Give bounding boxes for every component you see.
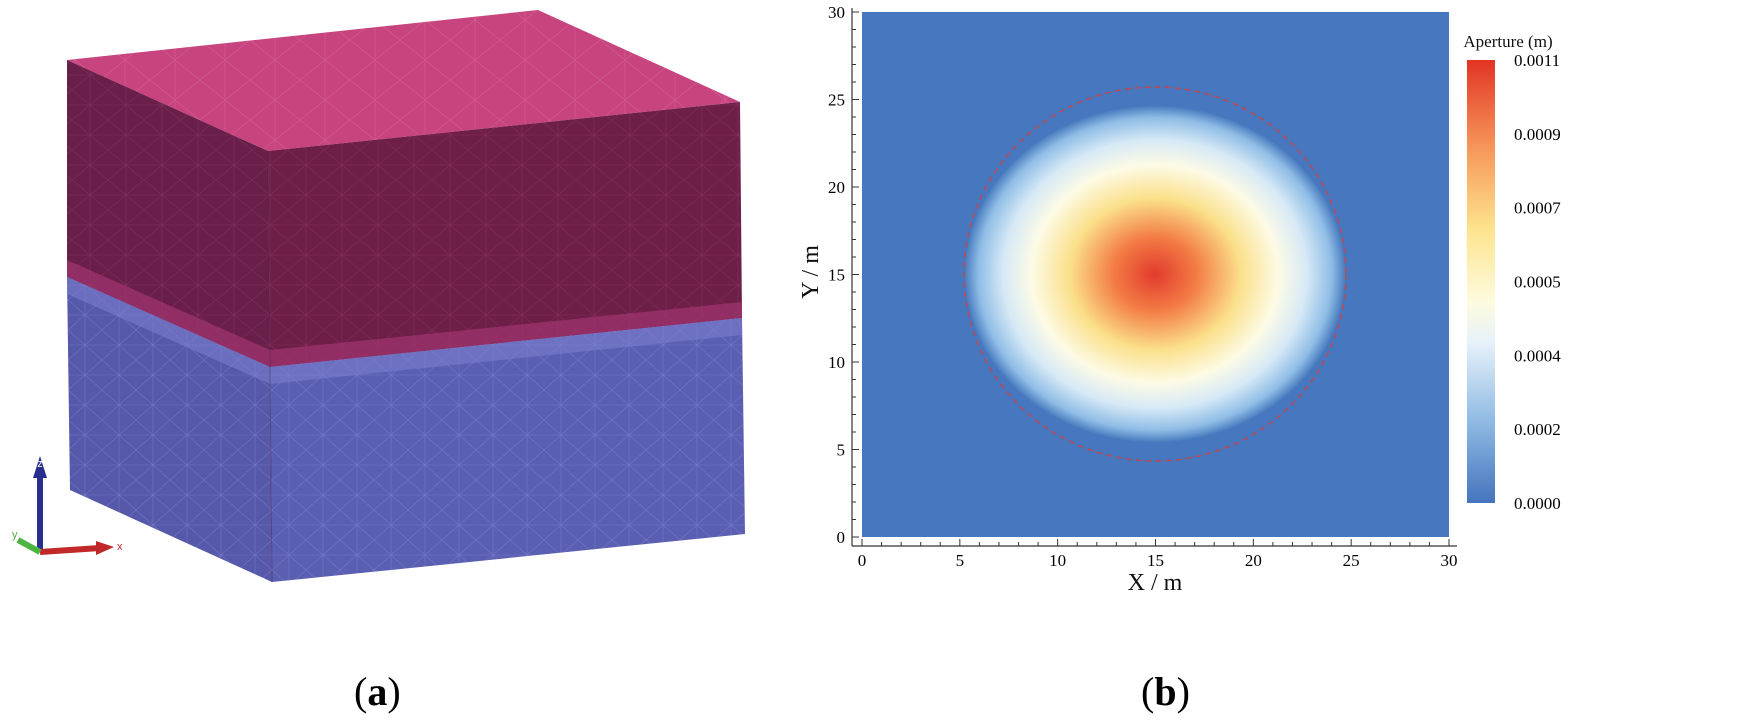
x-tick-label: 15: [1147, 551, 1164, 570]
x-tick-label: 0: [858, 551, 867, 570]
panel-a-mesh-block: z x y: [12, 10, 745, 583]
y-tick-label: 20: [828, 178, 845, 197]
y-axis-title: Y / m: [798, 245, 824, 299]
z-axis-label: z: [37, 458, 43, 470]
y-ticks: 0 5 10 15 20 25 30: [828, 3, 859, 547]
x-tick-label: 10: [1049, 551, 1066, 570]
x-tick-label: 5: [956, 551, 965, 570]
colorbar-ticks: 0.0000 0.0002 0.0004 0.0005 0.0007 0.0009 0.00…: [1514, 51, 1561, 513]
x-tick-label: 25: [1343, 551, 1360, 570]
interface-band-lower: [67, 277, 742, 384]
x-axis-label: x: [117, 541, 123, 553]
colorbar: [1467, 60, 1495, 503]
colorbar-tick-label: 0.0011: [1514, 51, 1560, 70]
y-tick-label: 25: [828, 91, 845, 110]
axis-triad: z x y: [12, 456, 123, 555]
colorbar-tick-label: 0.0004: [1514, 346, 1561, 365]
z-axis-arrowhead: [33, 456, 47, 478]
colorbar-tick-label: 0.0002: [1514, 420, 1561, 439]
panel-b-letter: b: [1154, 669, 1177, 714]
aperture-field: [965, 106, 1345, 442]
interface-band-upper: [67, 260, 742, 367]
fracture-boundary-circle: [963, 86, 1347, 462]
colorbar-tick-label: 0.0000: [1514, 494, 1561, 513]
block-edge-vertical: [267, 150, 273, 583]
x-axis-title: X / m: [1128, 570, 1183, 596]
colorbar-tick-label: 0.0005: [1514, 273, 1561, 292]
y-axis-arrow: [16, 537, 42, 555]
panel-a-letter: a: [367, 669, 388, 714]
panel-a-label: (a): [354, 669, 401, 714]
y-tick-label: 10: [828, 353, 845, 372]
y-tick-label: 0: [837, 528, 846, 547]
y-axis-label: y: [12, 529, 18, 541]
x-ticks: 0 5 10 15 20 25 30: [858, 539, 1458, 570]
x-tick-label: 30: [1441, 551, 1458, 570]
panel-b-label: (b): [1141, 669, 1190, 714]
y-tick-label: 15: [828, 266, 845, 285]
colorbar-tick-label: 0.0009: [1514, 125, 1561, 144]
x-tick-label: 20: [1245, 551, 1262, 570]
colorbar-title: Aperture (m): [1463, 32, 1552, 51]
block-top-mesh: [67, 10, 740, 151]
block-front-upper-mesh: [268, 102, 742, 367]
y-tick-label: 5: [837, 441, 846, 460]
panel-b-aperture-heatmap: 0 5 10 15 20 25 30 0 5 10 15 20 25 30 X / m Y / m Ap…: [798, 3, 1561, 596]
y-tick-label: 30: [828, 3, 845, 22]
x-axis-arrowhead: [96, 541, 114, 555]
x-axis-arrow: [39, 545, 101, 555]
colorbar-tick-label: 0.0007: [1514, 199, 1561, 218]
block-front-lower-mesh: [270, 318, 745, 582]
